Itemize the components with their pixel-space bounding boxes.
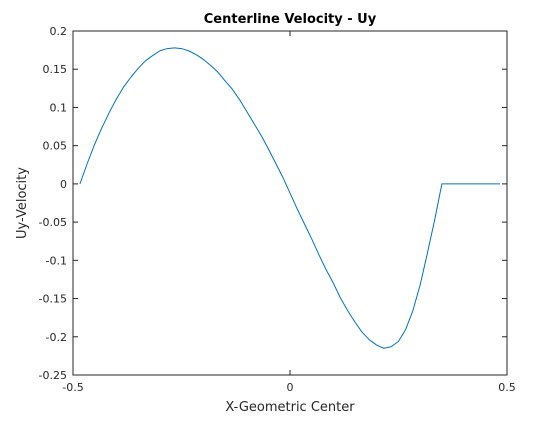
y-axis-ticks: 0.2 0.15 0.1 0.05 0 -0.05 -0.1 -0.15 -0.2 -0.25 [39, 25, 507, 382]
x-axis-label: X-Geometric Center [225, 400, 355, 415]
x-tick-label: -0.5 [62, 381, 83, 394]
y-tick-label: -0.05 [39, 216, 67, 229]
series-layer [79, 47, 501, 349]
series-line [79, 47, 501, 349]
x-tick-label: 0 [287, 381, 294, 394]
y-tick-label: 0 [60, 178, 67, 191]
y-tick-label: -0.2 [46, 331, 67, 344]
y-tick-label: 0.15 [43, 63, 68, 76]
y-tick-label: 0.2 [50, 25, 68, 38]
chart-title: Centerline Velocity - Uy [204, 12, 377, 27]
y-tick-label: -0.15 [39, 293, 67, 306]
x-tick-label: 0.5 [498, 381, 516, 394]
y-tick-label: -0.1 [46, 254, 67, 267]
y-tick-label: 0.05 [43, 140, 68, 153]
x-axis-ticks: -0.5 0 0.5 [62, 31, 516, 394]
y-tick-label: -0.25 [39, 369, 67, 382]
axes-box [72, 30, 508, 376]
y-axis-label: Uy-Velocity [15, 167, 30, 239]
y-tick-label: 0.1 [50, 101, 68, 114]
